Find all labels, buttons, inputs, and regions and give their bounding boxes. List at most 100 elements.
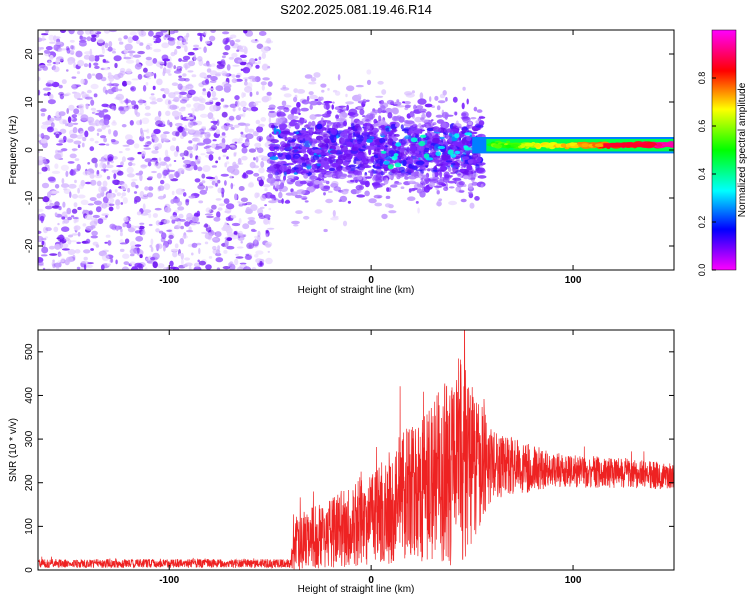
heatmap-cell	[459, 168, 465, 173]
heatmap-cell	[229, 261, 234, 267]
heatmap-cell	[303, 173, 309, 179]
heatmap-cell	[299, 180, 307, 185]
heatmap-cell	[433, 144, 441, 151]
heatmap-cell	[145, 72, 154, 77]
heatmap-cell	[91, 120, 96, 127]
heatmap-cell	[89, 197, 97, 202]
heatmap-cell	[400, 186, 405, 189]
heatmap-cell	[322, 120, 331, 123]
y-tick-label: 0	[24, 147, 35, 153]
heatmap-cell	[201, 126, 206, 129]
heatmap-cell	[330, 128, 338, 136]
heatmap-cell	[299, 142, 305, 149]
heatmap-cell	[205, 101, 213, 106]
heatmap-cell	[162, 67, 167, 74]
heatmap-cell	[177, 83, 183, 90]
heatmap-cell	[210, 124, 218, 131]
heatmap-cell	[232, 64, 240, 67]
heatmap-cell	[49, 117, 55, 122]
heatmap-cell	[256, 43, 264, 50]
heatmap-cell	[91, 73, 96, 76]
heatmap-cell	[480, 183, 484, 188]
heatmap-cell	[235, 39, 241, 43]
heatmap-cell	[478, 120, 485, 126]
heatmap-cell	[291, 167, 299, 170]
heatmap-cell	[165, 164, 169, 169]
heatmap-cell	[203, 30, 208, 36]
heatmap-cell	[393, 182, 402, 185]
heatmap-cell	[209, 88, 215, 91]
heatmap-cell	[80, 91, 87, 97]
heatmap-cell	[306, 162, 313, 167]
heatmap-cell	[461, 102, 465, 110]
heatmap-cell	[287, 175, 296, 180]
heatmap-cell	[67, 239, 72, 245]
heatmap-cell	[192, 96, 200, 102]
heatmap-cell	[340, 149, 348, 153]
heatmap-cell	[179, 99, 188, 104]
heatmap-cell	[215, 252, 222, 257]
heatmap-cell	[204, 232, 213, 240]
heatmap-cell	[186, 92, 193, 99]
heatmap-cell	[96, 122, 103, 126]
heatmap-cell	[365, 99, 370, 103]
heatmap-cell	[265, 243, 272, 248]
heatmap-cell	[263, 218, 270, 225]
heatmap-cell	[100, 264, 105, 270]
heatmap-cell	[113, 73, 121, 80]
heatmap-cell	[141, 117, 150, 125]
heatmap-cell	[199, 35, 203, 42]
heatmap-cell	[242, 223, 250, 230]
heatmap-cell	[184, 262, 193, 267]
heatmap-cell	[139, 190, 145, 198]
heatmap-cell	[244, 78, 248, 82]
heatmap-cell	[72, 217, 79, 220]
heatmap-cell	[367, 131, 374, 135]
heatmap-cell	[149, 47, 153, 50]
heatmap-cell	[344, 158, 348, 165]
heatmap-cell	[347, 200, 351, 204]
heatmap-cell	[63, 218, 70, 224]
heatmap-cell	[310, 77, 317, 82]
heatmap-cell	[194, 178, 201, 183]
heatmap-cell	[47, 167, 51, 172]
heatmap-cell	[167, 39, 176, 46]
heatmap-cell	[476, 109, 483, 113]
heatmap-cell	[187, 113, 193, 116]
heatmap-cell	[467, 191, 473, 195]
heatmap-cell	[197, 155, 202, 162]
heatmap-cell	[417, 207, 420, 214]
heatmap-cell	[169, 121, 173, 128]
heatmap-cell	[236, 141, 243, 144]
heatmap-cell	[296, 151, 302, 154]
heatmap-cell	[338, 199, 342, 202]
heatmap-cell	[463, 175, 469, 180]
heatmap-cell	[356, 134, 365, 142]
heatmap-cell	[61, 216, 66, 220]
heatmap-cell	[268, 144, 276, 147]
heatmap-cell	[125, 147, 131, 151]
heatmap-cell	[258, 31, 267, 36]
heatmap-cell	[464, 151, 471, 154]
heatmap-cell	[254, 39, 258, 42]
heatmap-cell	[140, 127, 143, 135]
heatmap-cell	[205, 185, 208, 192]
heatmap-cell	[191, 242, 198, 248]
heatmap-cell	[120, 161, 124, 167]
heatmap-cell	[187, 51, 195, 56]
heatmap-cell	[103, 169, 106, 173]
heatmap-cell	[178, 91, 187, 96]
heatmap-cell	[324, 150, 327, 156]
heatmap-cell	[364, 173, 368, 177]
heatmap-cell	[202, 88, 206, 92]
heatmap-cell	[164, 206, 172, 213]
heatmap-cell	[40, 138, 48, 144]
heatmap-cell	[268, 104, 276, 110]
heatmap-cell	[289, 121, 296, 127]
heatmap-cell	[391, 128, 397, 133]
heatmap-cell	[182, 235, 188, 239]
heatmap-cell	[60, 148, 68, 152]
heatmap-cell	[107, 154, 114, 161]
heatmap-cell	[285, 154, 292, 160]
heatmap-cell	[53, 226, 59, 233]
